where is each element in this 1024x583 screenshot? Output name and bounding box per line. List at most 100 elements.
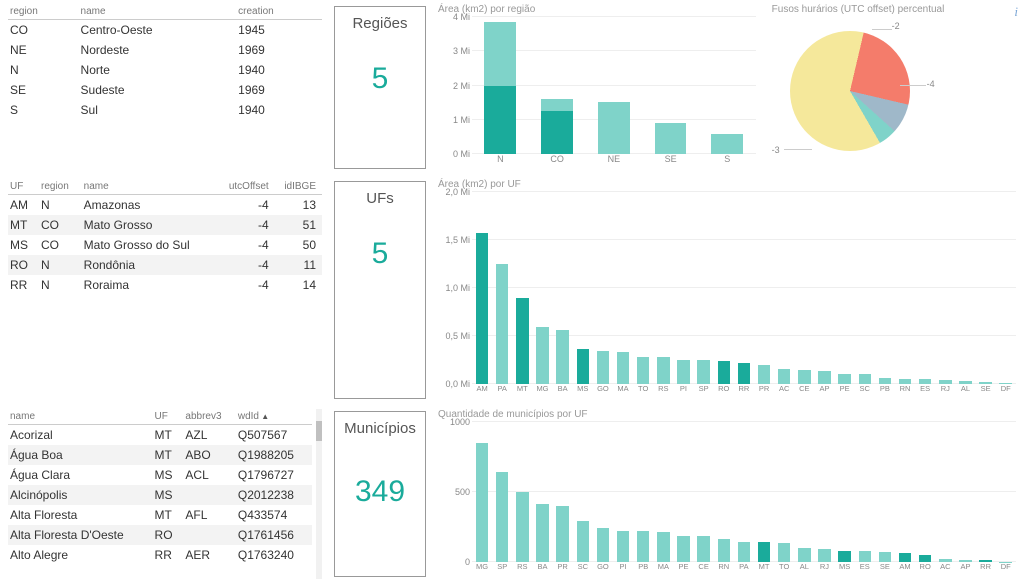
bar[interactable] — [976, 192, 996, 384]
bar[interactable] — [996, 422, 1016, 562]
bar[interactable] — [935, 422, 955, 562]
bar[interactable] — [855, 422, 875, 562]
col-header[interactable]: wdId ▲ — [236, 409, 312, 425]
bar[interactable] — [492, 192, 512, 384]
bar[interactable] — [976, 422, 996, 562]
bar[interactable] — [573, 192, 593, 384]
bar[interactable] — [532, 192, 552, 384]
table-row[interactable]: MTCOMato Grosso-451 — [8, 215, 322, 235]
bar[interactable] — [734, 422, 754, 562]
pie[interactable] — [790, 31, 910, 151]
col-header[interactable]: name — [8, 409, 153, 425]
bar[interactable] — [653, 192, 673, 384]
bar[interactable] — [553, 422, 573, 562]
bar[interactable] — [613, 422, 633, 562]
bar[interactable] — [633, 422, 653, 562]
card-ufs[interactable]: UFs 5 — [334, 181, 426, 399]
bar[interactable] — [814, 192, 834, 384]
bar[interactable] — [673, 192, 693, 384]
table-row[interactable]: Água ClaraMSACLQ1796727 — [8, 465, 312, 485]
chart-qtd-muni[interactable]: Quantidade de municípios por UF 05001000… — [430, 405, 1024, 583]
table-row[interactable]: NENordeste1969 — [8, 40, 322, 60]
col-header[interactable]: name — [79, 4, 237, 20]
col-header[interactable]: idIBGE — [275, 179, 322, 195]
bar[interactable] — [915, 192, 935, 384]
bar[interactable] — [774, 422, 794, 562]
col-header[interactable]: utcOffset — [218, 179, 275, 195]
table-regions[interactable]: regionnamecreation COCentro-Oeste1945NEN… — [0, 0, 330, 175]
bar[interactable] — [532, 422, 552, 562]
bar[interactable] — [472, 17, 529, 154]
table-row[interactable]: AMNAmazonas-413 — [8, 195, 322, 216]
bar[interactable] — [553, 192, 573, 384]
bar[interactable] — [955, 422, 975, 562]
bar[interactable] — [895, 422, 915, 562]
bar[interactable] — [794, 192, 814, 384]
col-header[interactable]: abbrev3 — [183, 409, 235, 425]
bar[interactable] — [699, 17, 756, 154]
table-row[interactable]: RRNRoraima-414 — [8, 275, 322, 295]
bar[interactable] — [754, 422, 774, 562]
col-header[interactable]: creation — [236, 4, 322, 20]
table-row[interactable]: SSul1940 — [8, 100, 322, 120]
col-header[interactable]: region — [8, 4, 79, 20]
bar[interactable] — [774, 192, 794, 384]
table-row[interactable]: COCentro-Oeste1945 — [8, 20, 322, 41]
col-header[interactable]: UF — [153, 409, 184, 425]
bar[interactable] — [734, 192, 754, 384]
bar[interactable] — [492, 422, 512, 562]
bar[interactable] — [875, 192, 895, 384]
bar[interactable] — [895, 192, 915, 384]
bar[interactable] — [714, 422, 734, 562]
bar[interactable] — [955, 192, 975, 384]
table-row[interactable]: Água BoaMTABOQ1988205 — [8, 445, 312, 465]
card-municipios[interactable]: Municípios 349 — [334, 411, 426, 577]
col-header[interactable]: name — [82, 179, 218, 195]
info-icon[interactable]: i — [1014, 4, 1018, 20]
bar[interactable] — [835, 422, 855, 562]
bar[interactable] — [512, 192, 532, 384]
table-row[interactable]: Alta FlorestaMTAFLQ433574 — [8, 505, 312, 525]
table-row[interactable]: MSCOMato Grosso do Sul-450 — [8, 235, 322, 255]
bar[interactable] — [694, 422, 714, 562]
bar[interactable] — [585, 17, 642, 154]
scrollbar-municipios[interactable] — [316, 409, 322, 579]
bar[interactable] — [642, 17, 699, 154]
bar[interactable] — [673, 422, 693, 562]
col-header[interactable]: UF — [8, 179, 39, 195]
table-row[interactable]: AcorizalMTAZLQ507567 — [8, 425, 312, 446]
table-row[interactable]: Alta Floresta D'OesteROQ1761456 — [8, 525, 312, 545]
bar[interactable] — [794, 422, 814, 562]
bar[interactable] — [512, 422, 532, 562]
chart-area-regiao[interactable]: Área (km2) por região 0 Mi1 Mi2 Mi3 Mi4 … — [430, 0, 764, 175]
bar[interactable] — [875, 422, 895, 562]
bar[interactable] — [593, 422, 613, 562]
bar[interactable] — [593, 192, 613, 384]
chart-area-uf[interactable]: Área (km2) por UF 0,0 Mi0,5 Mi1,0 Mi1,5 … — [430, 175, 1024, 405]
bar[interactable] — [613, 192, 633, 384]
table-row[interactable]: RONRondônia-411 — [8, 255, 322, 275]
bar[interactable] — [653, 422, 673, 562]
bar[interactable] — [915, 422, 935, 562]
bar[interactable] — [472, 422, 492, 562]
bar[interactable] — [935, 192, 955, 384]
bar[interactable] — [814, 422, 834, 562]
table-row[interactable]: SESudeste1969 — [8, 80, 322, 100]
bar[interactable] — [573, 422, 593, 562]
bar[interactable] — [754, 192, 774, 384]
bar[interactable] — [996, 192, 1016, 384]
table-row[interactable]: NNorte1940 — [8, 60, 322, 80]
bar[interactable] — [529, 17, 586, 154]
chart-pie-fusos[interactable]: i Fusos hurários (UTC offset) percentual… — [764, 0, 1024, 175]
bar[interactable] — [714, 192, 734, 384]
table-row[interactable]: AlcinópolisMSQ2012238 — [8, 485, 312, 505]
col-header[interactable]: region — [39, 179, 82, 195]
bar[interactable] — [855, 192, 875, 384]
table-ufs[interactable]: UFregionnameutcOffsetidIBGE AMNAmazonas-… — [0, 175, 330, 405]
bar[interactable] — [633, 192, 653, 384]
table-row[interactable]: Alto AlegreRRAERQ1763240 — [8, 545, 312, 565]
card-regioes[interactable]: Regiões 5 — [334, 6, 426, 169]
bar[interactable] — [472, 192, 492, 384]
bar[interactable] — [694, 192, 714, 384]
table-municipios[interactable]: nameUFabbrev3wdId ▲ AcorizalMTAZLQ507567… — [0, 405, 330, 583]
